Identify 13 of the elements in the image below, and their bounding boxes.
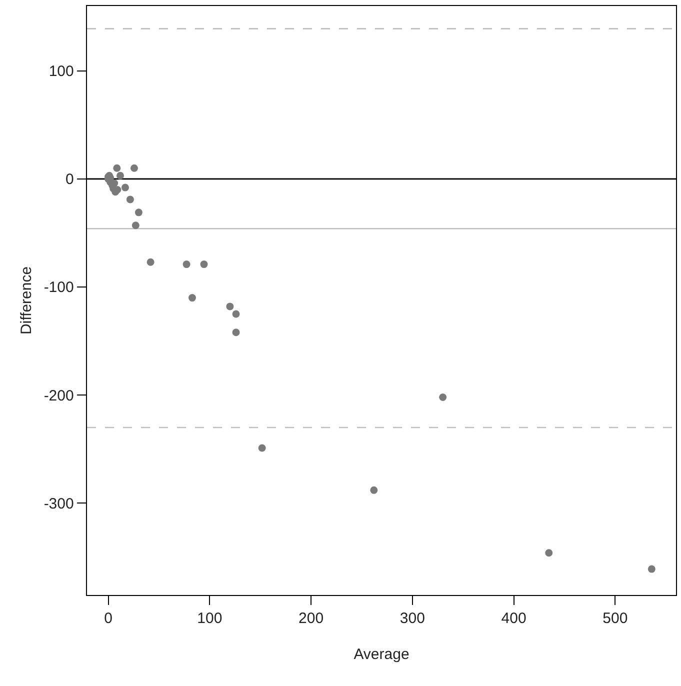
y-tick-label: -200	[44, 387, 74, 404]
y-tick-label: -100	[44, 279, 74, 296]
y-tick-label: -300	[44, 495, 74, 512]
x-tick-label: 300	[400, 610, 425, 628]
x-axis-title: Average	[354, 646, 410, 664]
x-tick-label: 400	[501, 610, 526, 628]
x-tick-label: 500	[602, 610, 628, 628]
y-tick-label: 100	[48, 63, 74, 80]
y-tick-label: 0	[66, 171, 74, 188]
x-tick-label: 100	[197, 610, 222, 628]
y-axis-title: Difference	[18, 266, 36, 335]
x-tick-label: 200	[298, 610, 324, 628]
x-tick-label: 0	[104, 610, 112, 628]
